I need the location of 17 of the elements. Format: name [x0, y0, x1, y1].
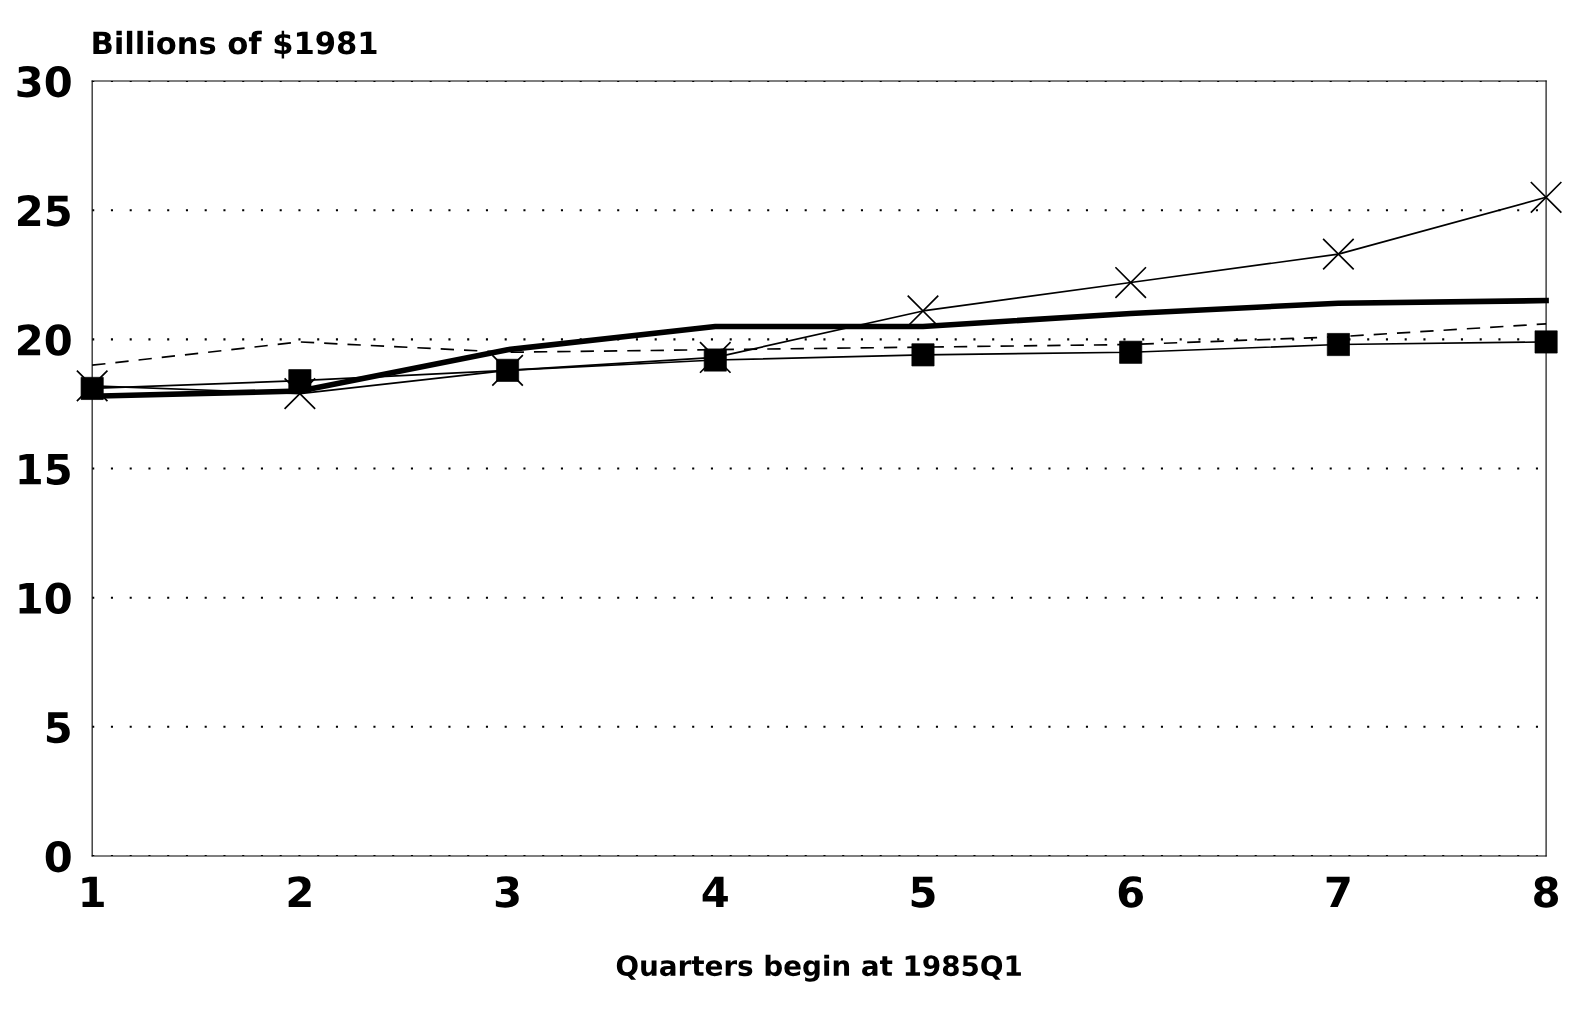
y-tick-label: 25	[18, 195, 70, 227]
x-tick-label: 2	[288, 876, 311, 908]
y-tick-label: 20	[18, 324, 71, 356]
x-tick-label: 6	[1118, 876, 1143, 908]
y-tick-label: 30	[17, 65, 71, 98]
x-tick-label: 8	[1534, 876, 1559, 908]
y-tick-label: 15	[19, 453, 70, 485]
x-axis-title: Quarters begin at 1985Q1	[616, 954, 1021, 982]
y-tick-label: 10	[19, 582, 71, 615]
x-tick-label: 1	[82, 876, 104, 908]
x-tick-label: 4	[702, 876, 728, 908]
x-tick-label: 3	[495, 876, 519, 908]
y-axis-title: Billions of $1981	[93, 30, 377, 59]
x-tick-label: 5	[911, 876, 935, 908]
y-tick-label: 5	[46, 712, 70, 744]
x-tick-label: 7	[1326, 876, 1350, 908]
y-tick-label: 0	[45, 840, 71, 873]
